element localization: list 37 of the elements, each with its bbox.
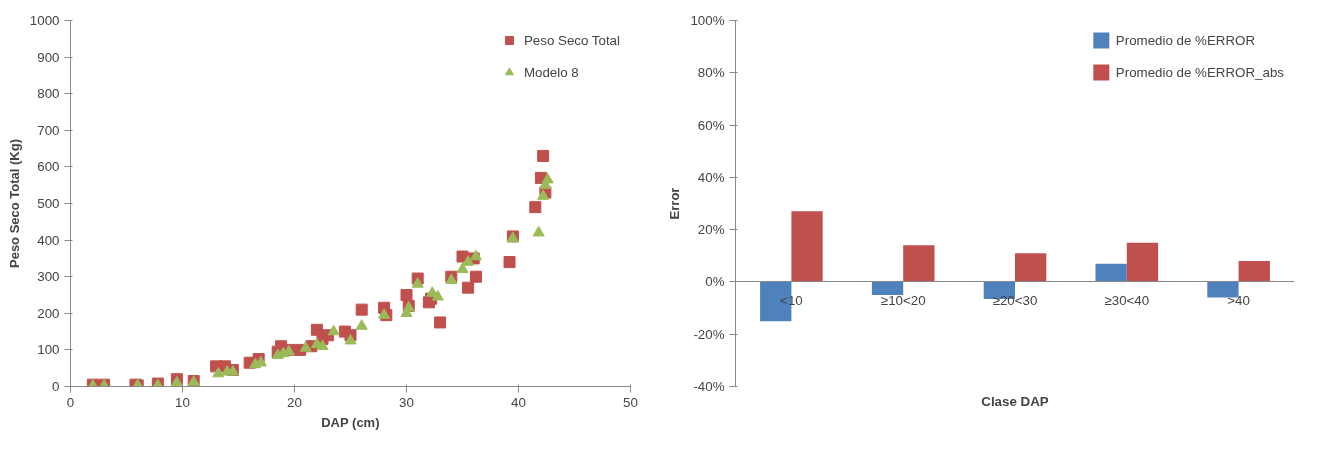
y-axis-title: Error — [667, 187, 683, 220]
y-tick-label: 800 — [37, 86, 60, 102]
x-tick-label: 0 — [66, 394, 75, 410]
legend-label: Promedio de %ERROR_abs — [1115, 64, 1284, 80]
y-tick-label: 300 — [37, 269, 60, 285]
y-tick-label: 100% — [690, 13, 725, 28]
x-axis-title: Clase DAP — [981, 393, 1049, 409]
y-tick-label: 500 — [37, 196, 60, 211]
y-tick-label: 400 — [37, 232, 60, 248]
x-tick-label: 50 — [623, 394, 638, 410]
x-tick-label: ≥10<20 — [880, 292, 926, 308]
x-tick-label: ≥20<30 — [992, 292, 1038, 308]
y-tick-label: 0% — [705, 274, 725, 290]
x-tick-label: >40 — [1227, 292, 1250, 308]
y-tick-label: 80% — [697, 65, 725, 81]
y-tick-label: 200 — [37, 305, 60, 321]
x-tick-label: 20 — [287, 394, 302, 410]
x-axis-title: DAP (cm) — [321, 414, 380, 430]
x-tick-label: 40 — [511, 394, 526, 410]
y-tick-label: 20% — [697, 222, 725, 238]
y-tick-label: 1000 — [29, 13, 60, 28]
x-tick-label: 30 — [399, 394, 414, 410]
legend-label: Promedio de %ERROR — [1115, 32, 1256, 48]
y-tick-label: -40% — [693, 379, 725, 394]
y-tick-label: 900 — [37, 49, 60, 65]
y-axis-title: Peso Seco Total (Kg) — [6, 138, 22, 269]
y-tick-label: 60% — [697, 117, 725, 133]
x-tick-label: ≥30<40 — [1104, 292, 1150, 308]
y-tick-label: 0 — [52, 379, 60, 394]
x-tick-label: 10 — [175, 394, 190, 410]
y-tick-label: 100 — [37, 342, 60, 358]
y-tick-label: 700 — [37, 122, 60, 138]
y-tick-label: 600 — [37, 159, 60, 175]
legend-label: Modelo 8 — [523, 64, 579, 80]
y-tick-label: -20% — [693, 326, 725, 342]
legend-label: Peso Seco Total — [523, 32, 620, 48]
y-tick-label: 40% — [697, 169, 725, 185]
